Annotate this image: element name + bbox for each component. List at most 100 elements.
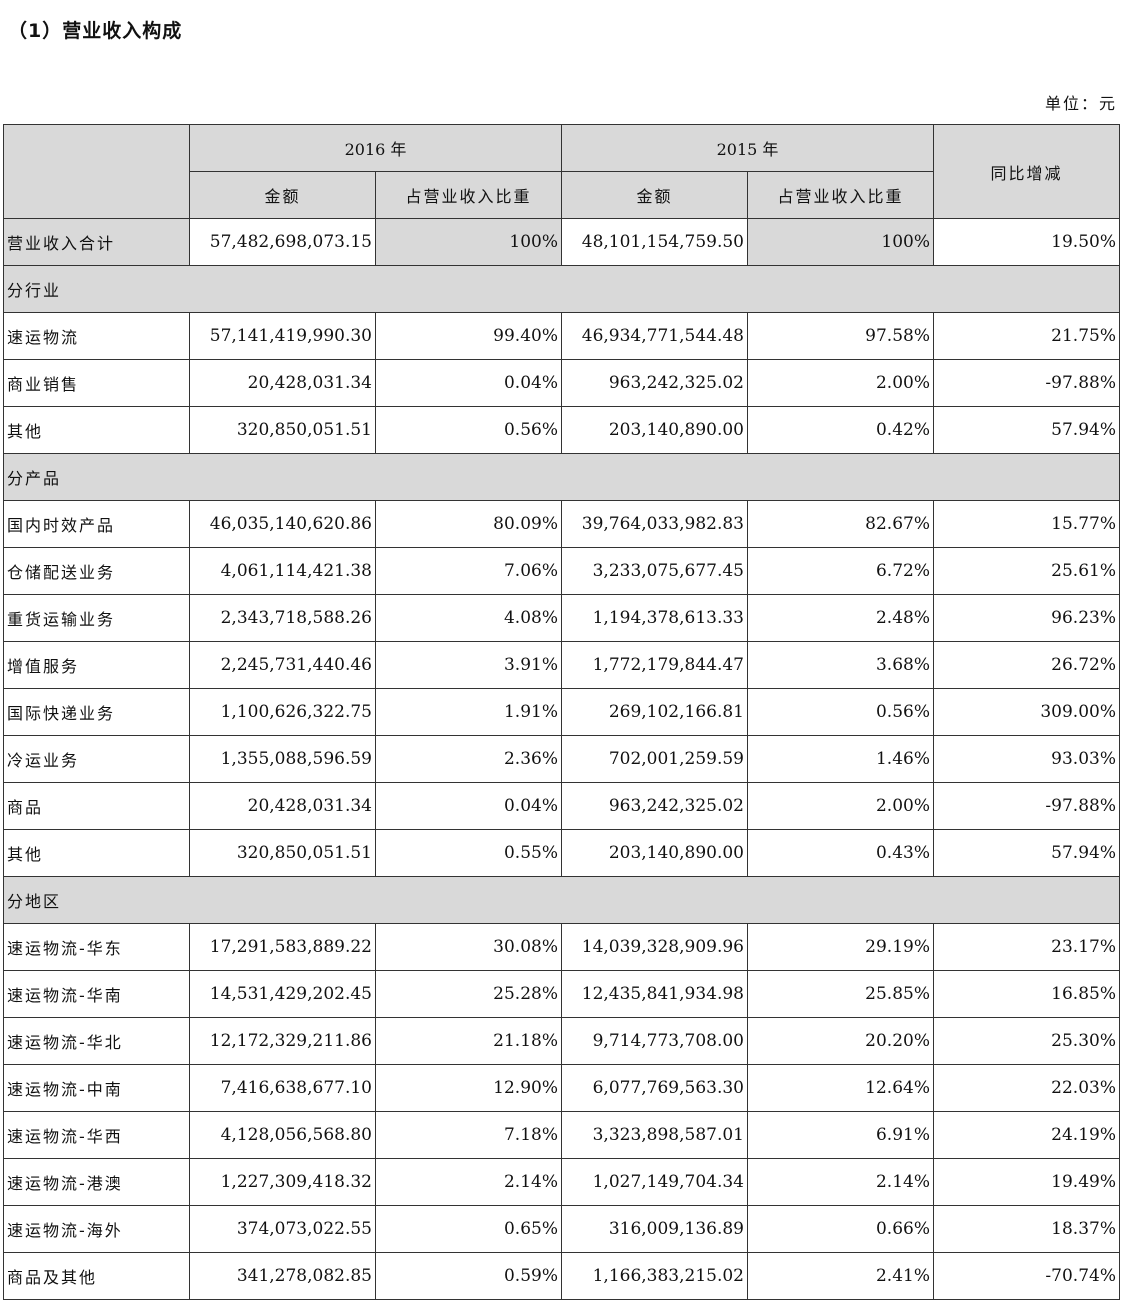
amount-2015: 316,009,136.89 xyxy=(561,1205,748,1253)
ratio-2015: 2.48% xyxy=(747,594,934,642)
table-row: 商品及其他 341,278,082.85 0.59% 1,166,383,215.02… xyxy=(3,1252,1120,1300)
ratio-2015: 97.58% xyxy=(747,312,934,360)
yoy-change: -97.88% xyxy=(933,782,1120,830)
amount-2015: 46,934,771,544.48 xyxy=(561,312,748,360)
row-label: 商品 xyxy=(3,782,190,830)
amount-2016: 20,428,031.34 xyxy=(189,359,376,407)
ratio-2016: 21.18% xyxy=(375,1017,562,1065)
amount-2016: 320,850,051.51 xyxy=(189,406,376,454)
yoy-change: 23.17% xyxy=(933,923,1120,971)
amount-2016: 46,035,140,620.86 xyxy=(189,500,376,548)
table-row: 速运物流-华东 17,291,583,889.22 30.08% 14,039,328… xyxy=(3,923,1120,971)
ratio-2015: 1.46% xyxy=(747,735,934,783)
amount-2016: 2,245,731,440.46 xyxy=(189,641,376,689)
row-label: 增值服务 xyxy=(3,641,190,689)
yoy-change: -70.74% xyxy=(933,1252,1120,1300)
section-title: （1）营业收入构成 xyxy=(8,20,183,42)
amount-2015: 1,166,383,215.02 xyxy=(561,1252,748,1300)
revenue-composition-table: 2016 年 2015 年 同比增减 金额 占营业收入比重 金额 占营业收入比重… xyxy=(3,124,1120,1300)
row-label: 速运物流-海外 xyxy=(3,1205,190,1253)
amount-2015: 1,194,378,613.33 xyxy=(561,594,748,642)
section-row: 分行业 xyxy=(3,265,1120,313)
amount-2016: 20,428,031.34 xyxy=(189,782,376,830)
amount-2016: 341,278,082.85 xyxy=(189,1252,376,1300)
amount-2016: 57,482,698,073.15 xyxy=(189,218,376,266)
ratio-2016: 2.36% xyxy=(375,735,562,783)
ratio-2015: 6.91% xyxy=(747,1111,934,1159)
amount-2015: 14,039,328,909.96 xyxy=(561,923,748,971)
ratio-2015: 100% xyxy=(747,218,934,266)
row-label: 国际快递业务 xyxy=(3,688,190,736)
table-row: 速运物流-港澳 1,227,309,418.32 2.14% 1,027,149,70… xyxy=(3,1158,1120,1206)
ratio-2016: 0.04% xyxy=(375,359,562,407)
table-row: 冷运业务 1,355,088,596.59 2.36% 702,001,259.59 1… xyxy=(3,735,1120,783)
ratio-2015: 20.20% xyxy=(747,1017,934,1065)
ratio-2016: 25.28% xyxy=(375,970,562,1018)
table-row: 速运物流 57,141,419,990.30 99.40% 46,934,771,54… xyxy=(3,312,1120,360)
ratio-2015: 25.85% xyxy=(747,970,934,1018)
ratio-2015: 0.42% xyxy=(747,406,934,454)
amount-2016: 4,061,114,421.38 xyxy=(189,547,376,595)
yoy-change: 15.77% xyxy=(933,500,1120,548)
table-row: 速运物流-华西 4,128,056,568.80 7.18% 3,323,898,58… xyxy=(3,1111,1120,1159)
header-year-2015: 2015 年 xyxy=(561,124,934,172)
ratio-2016: 99.40% xyxy=(375,312,562,360)
ratio-2015: 2.00% xyxy=(747,359,934,407)
amount-2015: 269,102,166.81 xyxy=(561,688,748,736)
header-year-2016: 2016 年 xyxy=(189,124,562,172)
row-label: 速运物流-华北 xyxy=(3,1017,190,1065)
amount-2015: 9,714,773,708.00 xyxy=(561,1017,748,1065)
amount-2015: 1,027,149,704.34 xyxy=(561,1158,748,1206)
amount-2016: 7,416,638,677.10 xyxy=(189,1064,376,1112)
yoy-change: 19.50% xyxy=(933,218,1120,266)
amount-2016: 57,141,419,990.30 xyxy=(189,312,376,360)
yoy-change: 96.23% xyxy=(933,594,1120,642)
row-label: 速运物流-华东 xyxy=(3,923,190,971)
amount-2015: 963,242,325.02 xyxy=(561,782,748,830)
ratio-2016: 12.90% xyxy=(375,1064,562,1112)
header-ratio-2015: 占营业收入比重 xyxy=(747,171,934,219)
section-title: 分产品 xyxy=(3,453,1120,501)
row-label: 商业销售 xyxy=(3,359,190,407)
header-amount-2016: 金额 xyxy=(189,171,376,219)
ratio-2015: 82.67% xyxy=(747,500,934,548)
yoy-change: 26.72% xyxy=(933,641,1120,689)
table-row: 速运物流-华南 14,531,429,202.45 25.28% 12,435,841… xyxy=(3,970,1120,1018)
ratio-2016: 7.06% xyxy=(375,547,562,595)
section-title: 分行业 xyxy=(3,265,1120,313)
row-label: 其他 xyxy=(3,829,190,877)
table-row: 其他 320,850,051.51 0.55% 203,140,890.00 0.43%… xyxy=(3,829,1120,877)
row-label: 冷运业务 xyxy=(3,735,190,783)
ratio-2016: 7.18% xyxy=(375,1111,562,1159)
amount-2015: 48,101,154,759.50 xyxy=(561,218,748,266)
amount-2016: 374,073,022.55 xyxy=(189,1205,376,1253)
ratio-2016: 1.91% xyxy=(375,688,562,736)
unit-label: 单位：元 xyxy=(1044,94,1117,113)
amount-2015: 1,772,179,844.47 xyxy=(561,641,748,689)
section-row: 分地区 xyxy=(3,876,1120,924)
yoy-change: 24.19% xyxy=(933,1111,1120,1159)
row-label: 营业收入合计 xyxy=(3,218,190,266)
ratio-2015: 12.64% xyxy=(747,1064,934,1112)
amount-2016: 17,291,583,889.22 xyxy=(189,923,376,971)
yoy-change: 19.49% xyxy=(933,1158,1120,1206)
amount-2015: 39,764,033,982.83 xyxy=(561,500,748,548)
table-body: 营业收入合计 57,482,698,073.15 100% 48,101,154… xyxy=(3,218,1120,1300)
row-label: 速运物流 xyxy=(3,312,190,360)
yoy-change: 57.94% xyxy=(933,406,1120,454)
header-amount-2015: 金额 xyxy=(561,171,748,219)
ratio-2016: 0.04% xyxy=(375,782,562,830)
amount-2015: 6,077,769,563.30 xyxy=(561,1064,748,1112)
yoy-change: 25.61% xyxy=(933,547,1120,595)
amount-2015: 203,140,890.00 xyxy=(561,406,748,454)
total-row: 营业收入合计 57,482,698,073.15 100% 48,101,154… xyxy=(3,218,1120,266)
yoy-change: 21.75% xyxy=(933,312,1120,360)
amount-2016: 4,128,056,568.80 xyxy=(189,1111,376,1159)
yoy-change: 309.00% xyxy=(933,688,1120,736)
table-row: 仓储配送业务 4,061,114,421.38 7.06% 3,233,075,677… xyxy=(3,547,1120,595)
table-row: 商品 20,428,031.34 0.04% 963,242,325.02 2.00% -… xyxy=(3,782,1120,830)
ratio-2016: 0.59% xyxy=(375,1252,562,1300)
ratio-2016: 100% xyxy=(375,218,562,266)
ratio-2015: 29.19% xyxy=(747,923,934,971)
section-row: 分产品 xyxy=(3,453,1120,501)
